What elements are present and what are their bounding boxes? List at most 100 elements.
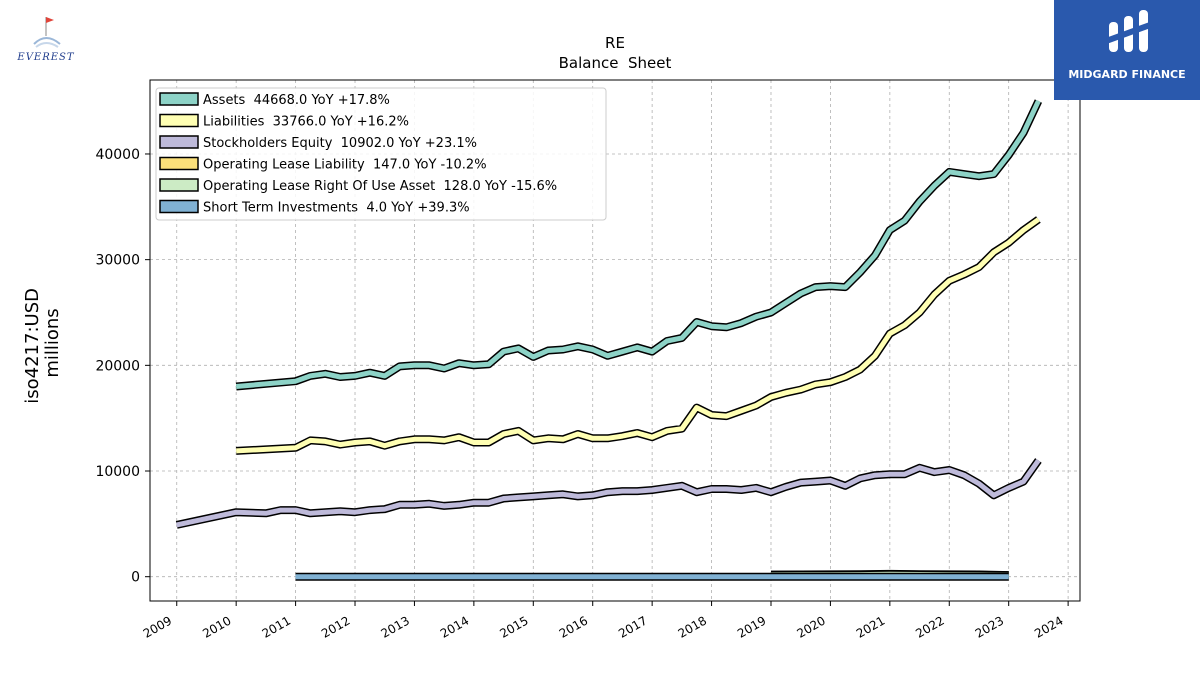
- data-point: [428, 364, 430, 366]
- data-point: [904, 473, 906, 475]
- x-tick-label: 2013: [378, 613, 411, 640]
- x-tick-label: 2016: [557, 613, 590, 640]
- data-point: [829, 480, 831, 482]
- legend-entry: Assets 44668.0 YoY +17.8%: [203, 93, 390, 108]
- data-point: [770, 576, 772, 578]
- data-point: [309, 375, 311, 377]
- data-point: [844, 485, 846, 487]
- data-point: [503, 433, 505, 435]
- series-layer: [175, 99, 1043, 581]
- data-point: [963, 173, 965, 175]
- data-point: [651, 576, 653, 578]
- data-point: [532, 356, 534, 358]
- data-point: [904, 324, 906, 326]
- series-line-outline: [235, 216, 1041, 455]
- data-point: [488, 363, 490, 365]
- data-point: [503, 351, 505, 353]
- x-tick-label: 2015: [497, 613, 530, 640]
- data-point: [800, 292, 802, 294]
- data-point: [339, 510, 341, 512]
- data-point: [607, 491, 609, 493]
- data-point: [815, 481, 817, 483]
- data-point: [1023, 132, 1025, 134]
- data-point: [785, 302, 787, 304]
- data-point: [740, 489, 742, 491]
- data-point: [562, 493, 564, 495]
- legend-entry: Stockholders Equity 10902.0 YoY +23.1%: [203, 136, 477, 151]
- midgard-finance-logo: MIDGARD FINANCE: [1054, 0, 1200, 100]
- mountain-flag-icon: [33, 17, 61, 48]
- data-point: [384, 508, 386, 510]
- data-point: [532, 439, 534, 441]
- data-point: [948, 280, 950, 282]
- data-point: [711, 488, 713, 490]
- data-point: [725, 488, 727, 490]
- data-point: [904, 220, 906, 222]
- data-point: [785, 486, 787, 488]
- data-point: [770, 311, 772, 313]
- legend-entry: Liabilities 33766.0 YoY +16.2%: [203, 115, 409, 130]
- data-point: [562, 348, 564, 350]
- data-point: [1008, 242, 1010, 244]
- everest-logo-text: EVEREST: [17, 52, 75, 63]
- x-tick-label: 2011: [260, 613, 293, 640]
- data-point: [577, 495, 579, 497]
- data-point: [948, 469, 950, 471]
- data-point: [919, 467, 921, 469]
- data-point: [399, 440, 401, 442]
- data-point: [517, 347, 519, 349]
- y-tick-label: 0: [131, 570, 140, 586]
- data-point: [399, 365, 401, 367]
- data-point: [517, 430, 519, 432]
- data-point: [978, 483, 980, 485]
- data-point: [800, 482, 802, 484]
- data-point: [295, 380, 297, 382]
- data-point: [829, 285, 831, 287]
- x-tick-label: 2018: [676, 613, 709, 640]
- x-tick-label: 2020: [794, 613, 827, 640]
- data-point: [755, 487, 757, 489]
- data-point: [755, 404, 757, 406]
- x-tick-label: 2021: [854, 613, 887, 640]
- data-point: [399, 504, 401, 506]
- data-point: [993, 173, 995, 175]
- y-tick-label: 30000: [95, 253, 140, 269]
- data-point: [933, 471, 935, 473]
- data-point: [488, 441, 490, 443]
- data-point: [1023, 229, 1025, 231]
- series-line: [236, 217, 1040, 454]
- data-point: [725, 415, 727, 417]
- data-point: [324, 511, 326, 513]
- data-point: [919, 311, 921, 313]
- x-tick-label: 2012: [319, 613, 352, 640]
- data-point: [815, 383, 817, 385]
- x-tick-label: 2014: [438, 613, 471, 640]
- data-point: [785, 392, 787, 394]
- data-point: [562, 438, 564, 440]
- data-point: [800, 389, 802, 391]
- data-point: [1008, 576, 1010, 578]
- data-point: [577, 433, 579, 435]
- data-point: [354, 441, 356, 443]
- data-point: [1008, 487, 1010, 489]
- data-point: [324, 373, 326, 375]
- legend-swatch: [159, 178, 199, 192]
- data-point: [993, 251, 995, 253]
- data-point: [844, 376, 846, 378]
- data-point: [324, 440, 326, 442]
- data-point: [458, 362, 460, 364]
- x-tick-label: 2023: [973, 613, 1006, 640]
- data-point: [413, 504, 415, 506]
- data-point: [443, 505, 445, 507]
- data-point: [933, 185, 935, 187]
- x-tick-label: 2017: [616, 613, 649, 640]
- data-point: [651, 351, 653, 353]
- everest-logo: EVEREST: [6, 14, 86, 70]
- data-point: [740, 322, 742, 324]
- data-point: [725, 326, 727, 328]
- data-point: [963, 273, 965, 275]
- data-point: [354, 375, 356, 377]
- data-point: [384, 445, 386, 447]
- x-tick-label: 2009: [141, 613, 174, 640]
